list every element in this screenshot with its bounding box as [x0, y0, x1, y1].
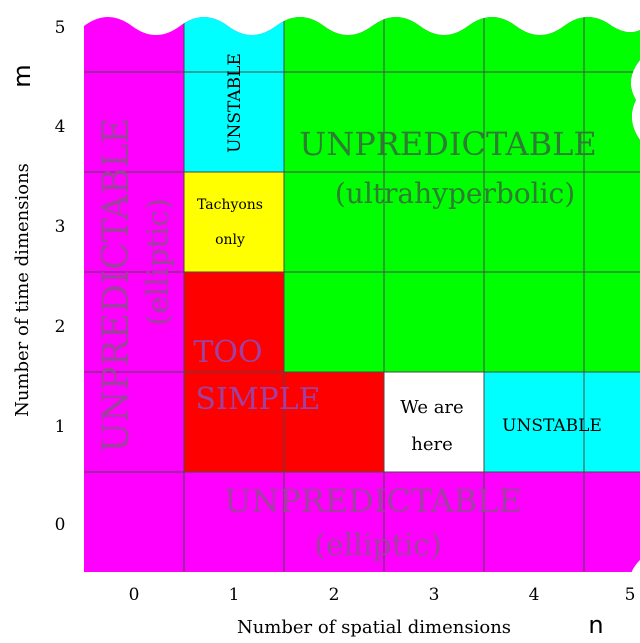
y-axis-symbol: m	[8, 64, 36, 87]
plot-area	[84, 17, 640, 572]
region-unstable-top	[184, 17, 284, 172]
region-we-are-here	[384, 372, 484, 472]
label-too-simple-line2: SIMPLE	[195, 382, 320, 417]
x-axis-label: Number of spatial dimensions	[237, 617, 511, 638]
y-tick-4: 4	[55, 117, 66, 137]
label-ultrahyperbolic-subtitle: (ultrahyperbolic)	[335, 177, 575, 210]
x-axis-symbol: n	[588, 611, 603, 639]
label-bottom-elliptic-title: UNPREDICTABLE	[224, 482, 522, 520]
label-tachyons-line2: only	[215, 232, 245, 248]
y-tick-2: 2	[55, 317, 66, 337]
label-unstable-right: UNSTABLE	[502, 416, 602, 436]
grid	[84, 17, 640, 572]
label-we-are-here-line1: We are	[400, 397, 463, 418]
region-tachyons	[184, 172, 284, 272]
region-too-simple-upper	[184, 272, 284, 372]
x-tick-2: 2	[329, 585, 340, 605]
label-we-are-here-line2: here	[411, 434, 453, 455]
x-tick-4: 4	[529, 585, 540, 605]
y-tick-5: 5	[55, 18, 66, 38]
label-left-elliptic-subtitle: (elliptic)	[141, 198, 176, 326]
y-tick-0: 0	[55, 515, 66, 535]
label-too-simple-line1: TOO	[193, 335, 262, 370]
x-tick-0: 0	[129, 585, 140, 605]
y-axis-label: Number of time dimensions	[12, 163, 33, 417]
y-tick-3: 3	[55, 217, 66, 237]
label-unstable-top: UNSTABLE	[225, 53, 245, 153]
region-ultrahyperbolic	[284, 17, 640, 372]
x-tick-1: 1	[229, 585, 240, 605]
label-left-elliptic-title: UNPREDICTABLE	[96, 118, 137, 453]
label-ultrahyperbolic-title: UNPREDICTABLE	[299, 125, 597, 163]
label-tachyons-line1: Tachyons	[197, 197, 263, 213]
region-unstable-right	[484, 372, 640, 472]
x-tick-5: 5	[625, 585, 636, 605]
y-tick-1: 1	[55, 417, 66, 437]
x-tick-3: 3	[429, 585, 440, 605]
label-bottom-elliptic-subtitle: (elliptic)	[314, 528, 442, 563]
